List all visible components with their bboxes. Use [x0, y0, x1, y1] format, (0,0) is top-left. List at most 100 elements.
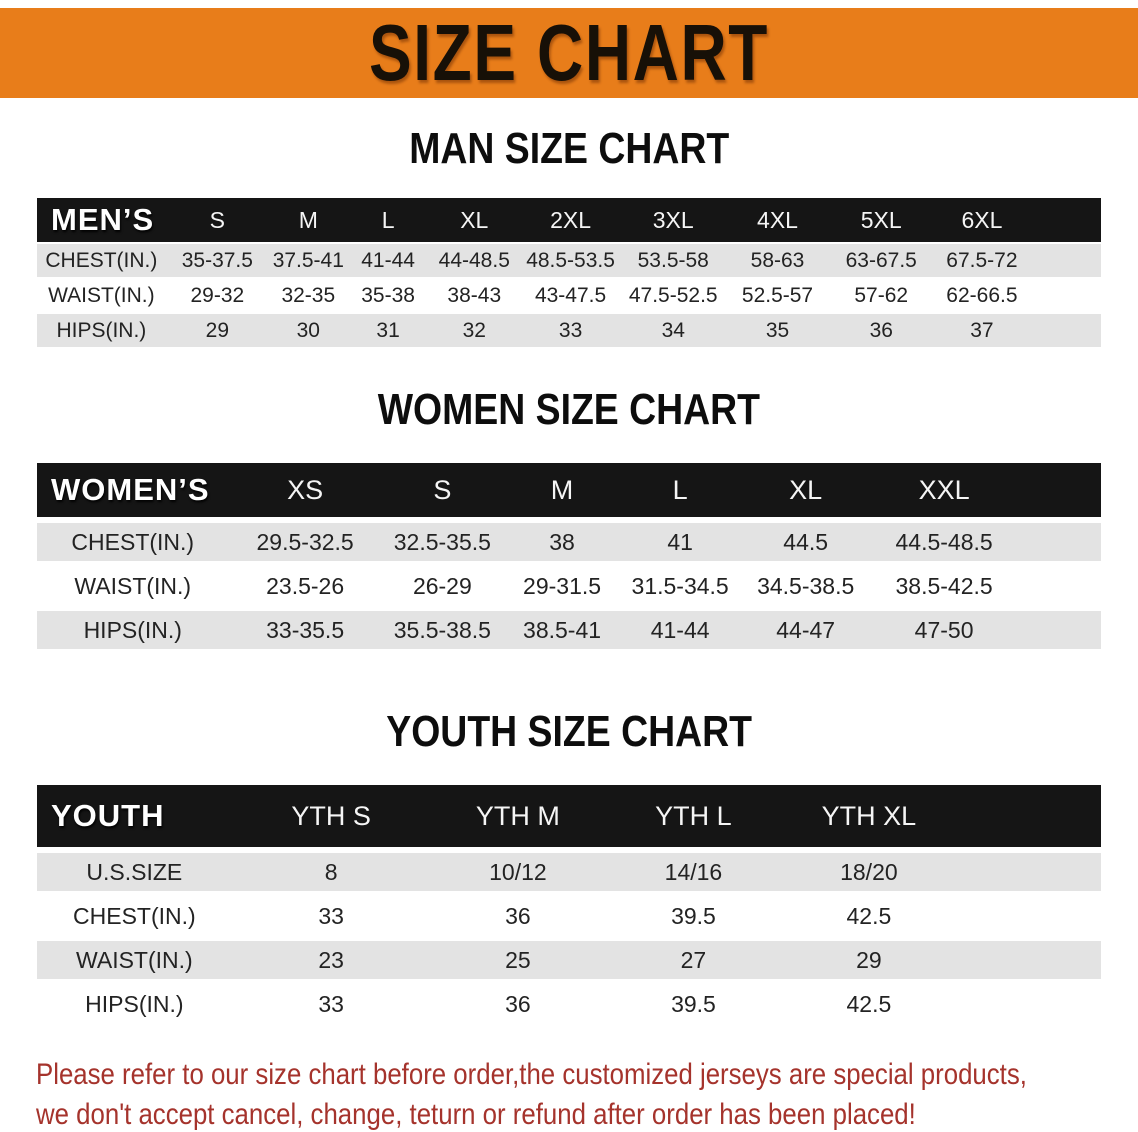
youth-size-table: YOUTH YTH S YTH M YTH L YTH XL U.S.SIZE 8 10/1…: [37, 779, 1101, 1029]
size-value-cell: 53.5-58: [637, 248, 709, 272]
table-header-row: MEN’S S M L XL 2XL 3XL 4XL 5XL 6XL: [37, 198, 1101, 242]
size-column-header: M: [503, 463, 622, 517]
size-value-cell: 29: [205, 318, 230, 342]
row-label: U.S.SIZE: [86, 858, 183, 885]
size-value-cell: 63-67.5: [845, 248, 917, 272]
size-column-header: XL: [428, 198, 521, 242]
size-column-header: 5XL: [829, 198, 933, 242]
size-column-header: YTH L: [605, 785, 782, 847]
size-value-cell: 38.5-41: [523, 616, 602, 643]
size-value-cell: 25: [505, 946, 531, 973]
size-value-cell: 42.5: [846, 990, 892, 1017]
women-section-heading: WOMEN SIZE CHART: [0, 385, 1138, 435]
size-column-header: YTH XL: [781, 785, 1101, 847]
size-value-cell: 38-43: [447, 283, 502, 307]
size-value-cell: 37.5-41: [272, 248, 344, 272]
size-value-cell: 47.5-52.5: [628, 283, 718, 307]
size-value-cell: 8: [324, 858, 338, 885]
table-group-label: WOMEN’S: [37, 463, 229, 517]
size-value-cell: 33: [318, 902, 344, 929]
men-table-header: MEN’S S M L XL 2XL 3XL 4XL 5XL 6XL: [37, 198, 1101, 242]
youth-section-heading: YOUTH SIZE CHART: [0, 707, 1138, 757]
size-value-cell: 58-63: [750, 248, 805, 272]
youth-section-heading-text: YOUTH SIZE CHART: [386, 707, 752, 756]
men-size-table: MEN’S S M L XL 2XL 3XL 4XL 5XL 6XL CHEST(IN.) 35-3…: [37, 196, 1101, 349]
size-value-cell: 33-35.5: [266, 616, 345, 643]
women-table-header: WOMEN’S XS S M L XL XXL: [37, 463, 1101, 517]
banner-title: SIZE CHART: [369, 8, 769, 97]
row-label: WAIST(IN.): [76, 946, 193, 973]
size-value-cell: 38: [549, 528, 575, 555]
size-value-cell: 29-31.5: [523, 572, 602, 599]
size-value-cell: 62-66.5: [946, 283, 1018, 307]
table-header-row: YOUTH YTH S YTH M YTH L YTH XL: [37, 785, 1101, 847]
size-value-cell: 52.5-57: [741, 283, 814, 307]
size-column-header: XXL: [872, 463, 1101, 517]
size-value-cell: 29-32: [190, 283, 245, 307]
table-header-row: WOMEN’S XS S M L XL XXL: [37, 463, 1101, 517]
size-value-cell: 27: [680, 946, 707, 973]
size-column-header: M: [268, 198, 348, 242]
row-label: WAIST(IN.): [48, 283, 155, 307]
size-value-cell: 44-47: [776, 616, 836, 643]
row-label: CHEST(IN.): [45, 248, 158, 272]
size-value-cell: 35.5-38.5: [393, 616, 491, 643]
measurement-row: WAIST(IN.) 23.5-26 26-29 29-31.5 31.5-34.5 34…: [37, 567, 1101, 605]
size-value-cell: 35: [765, 318, 790, 342]
size-value-cell: 41-44: [361, 248, 415, 272]
size-value-cell: 57-62: [854, 283, 909, 307]
size-value-cell: 33: [318, 990, 344, 1017]
size-value-cell: 44.5-48.5: [895, 528, 993, 555]
size-value-cell: 26-29: [412, 572, 472, 599]
size-value-cell: 23.5-26: [266, 572, 345, 599]
measurement-row: HIPS(IN.) 29 30 31 32 33 34 35 36 37: [37, 314, 1101, 347]
size-column-header: 6XL: [932, 198, 1101, 242]
size-value-cell: 43-47.5: [534, 283, 607, 307]
size-value-cell: 48.5-53.5: [526, 248, 615, 272]
table-group-label: YOUTH: [37, 785, 232, 847]
size-value-cell: 38.5-42.5: [895, 572, 993, 599]
size-value-cell: 23: [318, 946, 344, 973]
measurement-row: WAIST(IN.) 29-32 32-35 35-38 38-43 43-47.5 47.…: [37, 279, 1101, 312]
women-section-heading-text: WOMEN SIZE CHART: [377, 385, 761, 434]
size-value-cell: 41: [667, 528, 693, 555]
size-value-cell: 34: [661, 318, 685, 342]
size-value-cell: 36: [505, 990, 531, 1017]
size-column-header: YTH M: [430, 785, 606, 847]
size-column-header: XL: [739, 463, 873, 517]
youth-table-body: U.S.SIZE 8 10/12 14/16 18/20 CHEST(IN.) 33 36 39…: [37, 853, 1101, 1023]
measurement-row: CHEST(IN.) 35-37.5 37.5-41 41-44 44-48.5 48.5…: [37, 244, 1101, 277]
size-value-cell: 35-38: [361, 283, 415, 307]
measurement-row: WAIST(IN.) 23 25 27 29: [37, 941, 1101, 979]
size-value-cell: 35-37.5: [181, 248, 253, 272]
size-value-cell: 32.5-35.5: [393, 528, 491, 555]
size-value-cell: 42.5: [846, 902, 892, 929]
table-group-label: MEN’S: [37, 198, 166, 242]
men-table-body: CHEST(IN.) 35-37.5 37.5-41 41-44 44-48.5 48.5…: [37, 244, 1101, 347]
size-column-header: L: [621, 463, 740, 517]
size-value-cell: 36: [869, 318, 893, 342]
size-value-cell: 37: [970, 318, 994, 342]
measurement-row: CHEST(IN.) 29.5-32.5 32.5-35.5 38 41 44.5 44.5…: [37, 523, 1101, 561]
size-value-cell: 32-35: [281, 283, 336, 307]
row-label: HIPS(IN.): [83, 616, 182, 643]
women-size-table: WOMEN’S XS S M L XL XXL CHEST(IN.) 29.5-32.5 32.…: [37, 457, 1101, 655]
row-label: HIPS(IN.): [85, 990, 184, 1017]
size-value-cell: 39.5: [671, 990, 716, 1017]
size-value-cell: 33: [558, 318, 583, 342]
footer-note-line2: we don't accept cancel, change, teturn o…: [36, 1098, 916, 1131]
size-value-cell: 31.5-34.5: [631, 572, 729, 599]
men-section-heading: MAN SIZE CHART: [0, 124, 1138, 174]
size-value-cell: 10/12: [489, 858, 547, 885]
row-label: WAIST(IN.): [74, 572, 192, 599]
row-label: CHEST(IN.): [71, 528, 195, 555]
row-label: CHEST(IN.): [73, 902, 196, 929]
size-value-cell: 29.5-32.5: [256, 528, 354, 555]
measurement-row: HIPS(IN.) 33 36 39.5 42.5: [37, 985, 1101, 1023]
size-value-cell: 14/16: [664, 858, 723, 885]
youth-table-header: YOUTH YTH S YTH M YTH L YTH XL: [37, 785, 1101, 847]
banner: SIZE CHART: [0, 8, 1138, 98]
measurement-row: CHEST(IN.) 33 36 39.5 42.5: [37, 897, 1101, 935]
size-column-header: S: [165, 198, 269, 242]
